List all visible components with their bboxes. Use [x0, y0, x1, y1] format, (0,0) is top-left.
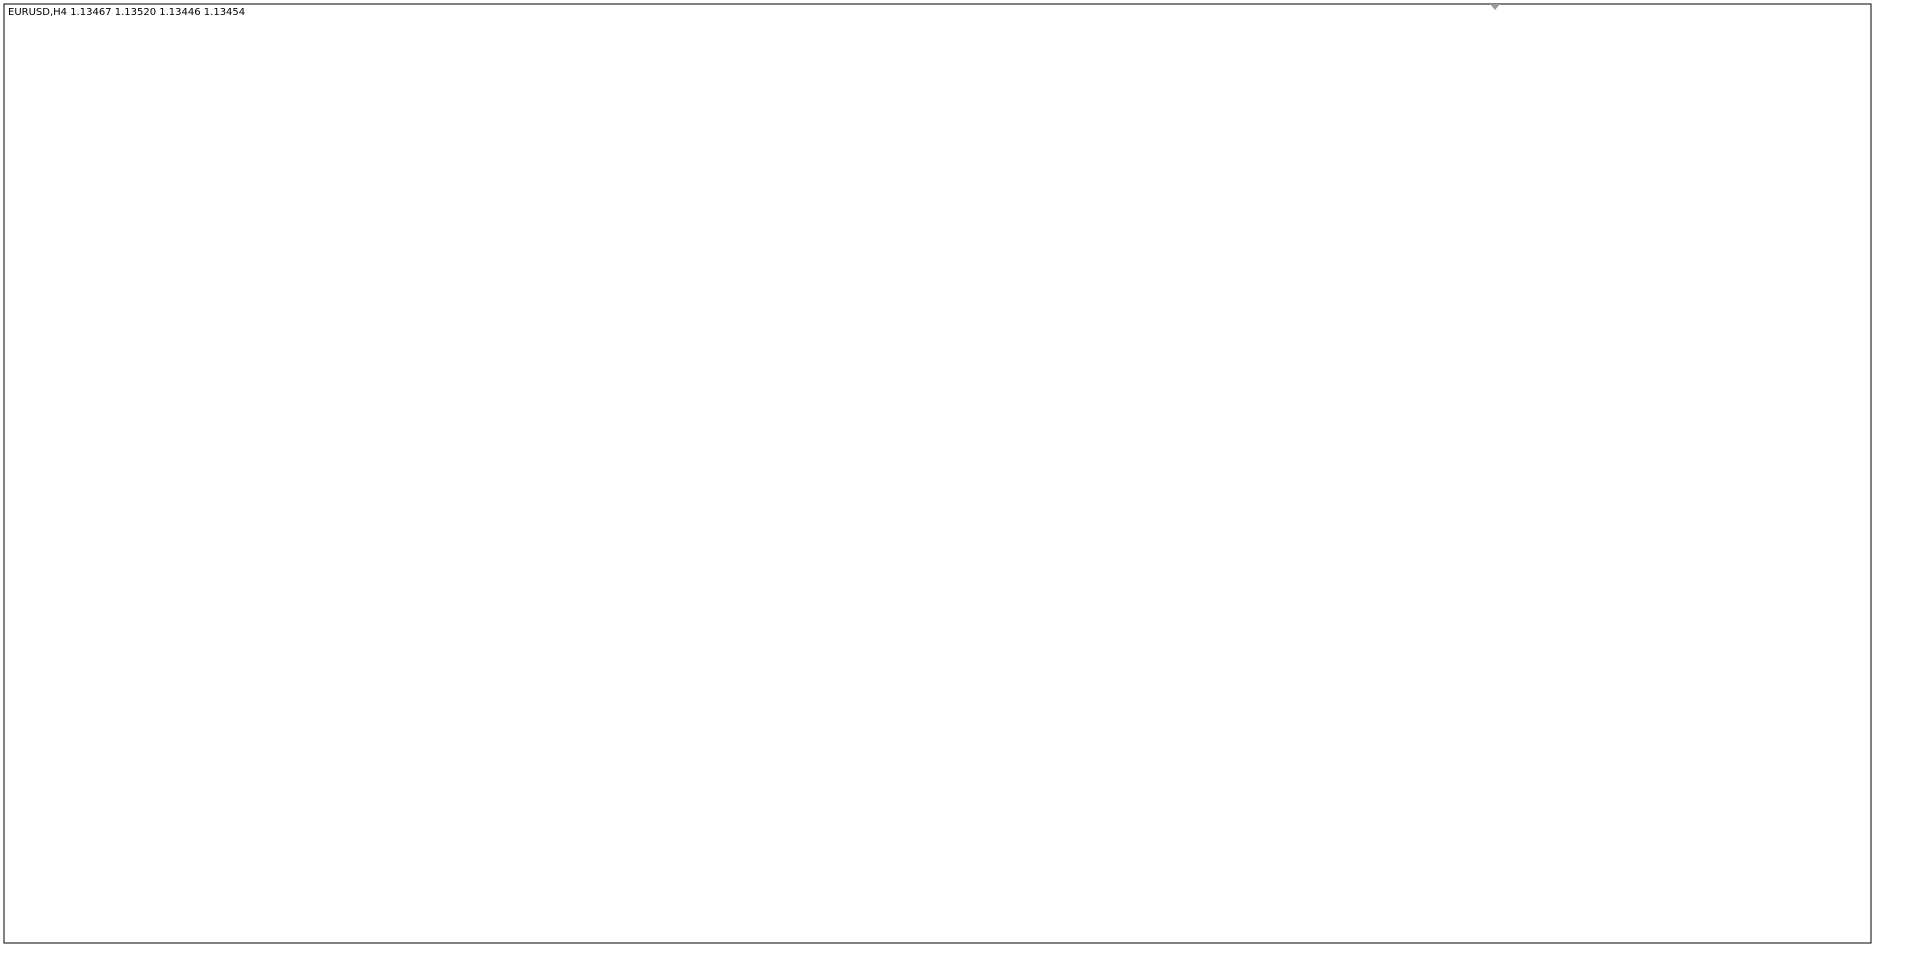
shift-marker [1490, 4, 1500, 10]
chart-title: EURUSD,H4 1.13467 1.13520 1.13446 1.1345… [8, 7, 245, 18]
plot-frame [3, 3, 1872, 944]
